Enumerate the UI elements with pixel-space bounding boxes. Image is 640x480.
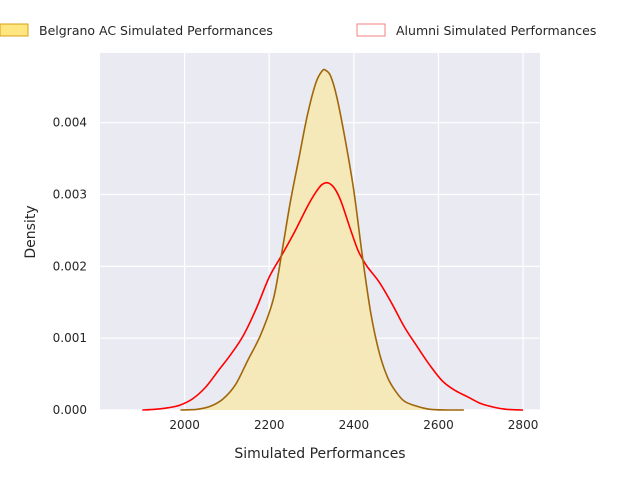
x-tick-label-1: 2200	[254, 418, 285, 432]
legend-label-1: Alumni Simulated Performances	[396, 23, 596, 38]
legend-swatch-0	[0, 23, 29, 37]
x-tick-label-3: 2600	[423, 418, 454, 432]
series-line-0	[180, 68, 464, 411]
legend-label-0: Belgrano AC Simulated Performances	[39, 23, 273, 38]
series-fill-0	[180, 69, 464, 410]
x-tick-label-0: 2000	[169, 418, 200, 432]
y-axis-label: Density	[23, 205, 39, 258]
series-layer	[142, 68, 524, 411]
legend: Belgrano AC Simulated Performances Alumni…	[0, 23, 596, 38]
y-tick-label-1: 0.001	[53, 331, 87, 345]
legend-swatch-1	[356, 23, 386, 37]
series-line-1	[142, 181, 524, 411]
y-tick-label-0: 0.000	[53, 403, 87, 417]
x-tick-label-2: 2400	[339, 418, 370, 432]
x-tick-label-4: 2800	[508, 418, 539, 432]
y-tick-label-2: 0.002	[53, 259, 87, 273]
y-tick-labels: 0.000 0.001 0.002 0.003 0.004	[53, 116, 87, 417]
x-tick-labels: 2000 2200 2400 2600 2800	[169, 418, 538, 432]
y-tick-label-4: 0.004	[53, 116, 87, 130]
y-tick-label-3: 0.003	[53, 188, 87, 202]
x-axis-label: Simulated Performances	[234, 446, 405, 462]
